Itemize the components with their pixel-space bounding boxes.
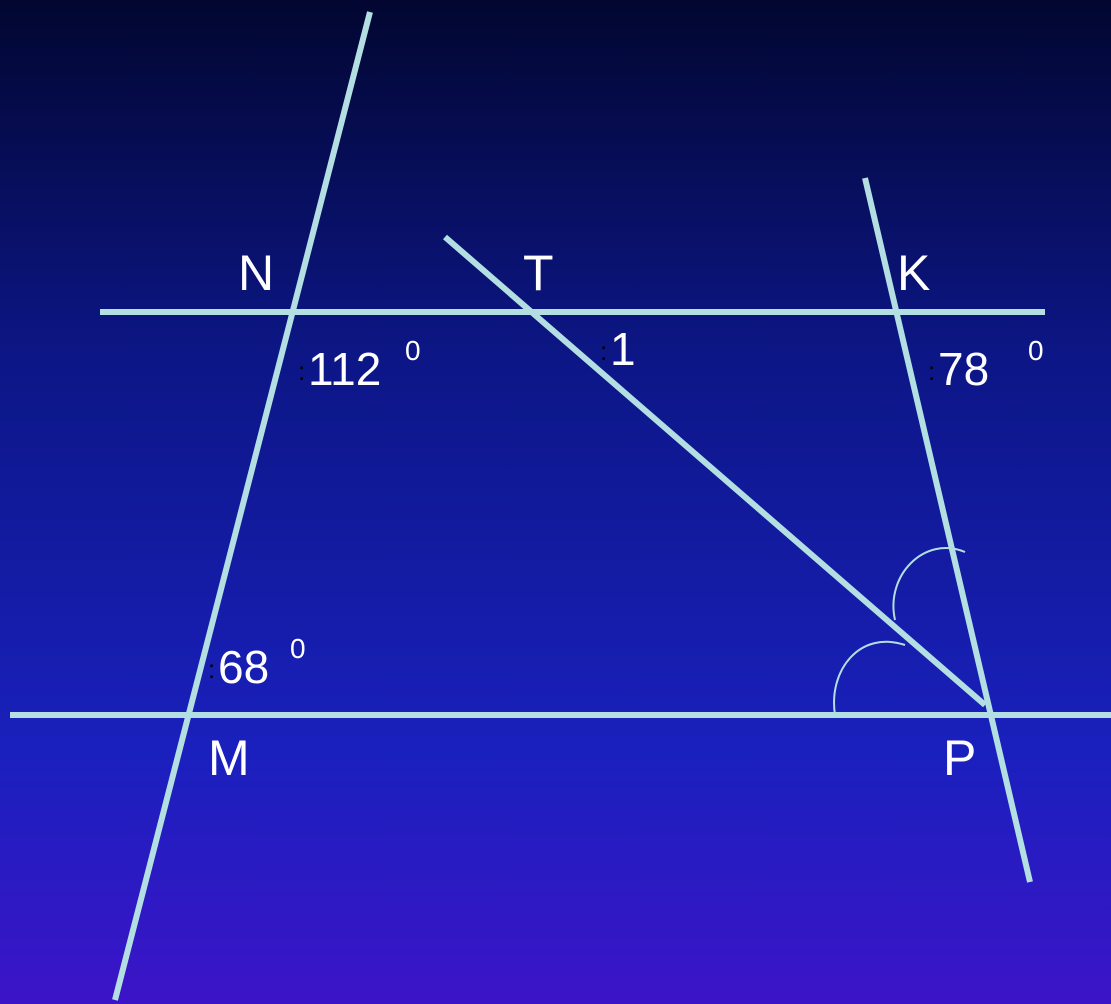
point-label: P: [943, 730, 976, 786]
angle-mark: :: [208, 654, 215, 684]
point-label: T: [523, 245, 554, 301]
line-tp: [443, 234, 987, 708]
angle-value: 1: [610, 323, 636, 375]
angle-value: 68: [218, 641, 269, 693]
point-label: M: [208, 730, 250, 786]
angle-mark: :: [600, 336, 607, 366]
degree-sign: 0: [405, 335, 421, 366]
degree-sign: 0: [1028, 335, 1044, 366]
angle-arc: [833, 640, 906, 716]
angle-arc: [892, 547, 966, 621]
angle-mark: :: [928, 356, 935, 386]
line-kp: [862, 177, 1033, 883]
point-label: K: [897, 245, 930, 301]
angle-value: 78: [938, 343, 989, 395]
degree-sign: 0: [290, 633, 306, 664]
angle-mark: :: [298, 356, 305, 386]
angle-value: 112: [308, 343, 381, 395]
line-nm: [112, 11, 373, 1001]
point-label: N: [238, 245, 274, 301]
